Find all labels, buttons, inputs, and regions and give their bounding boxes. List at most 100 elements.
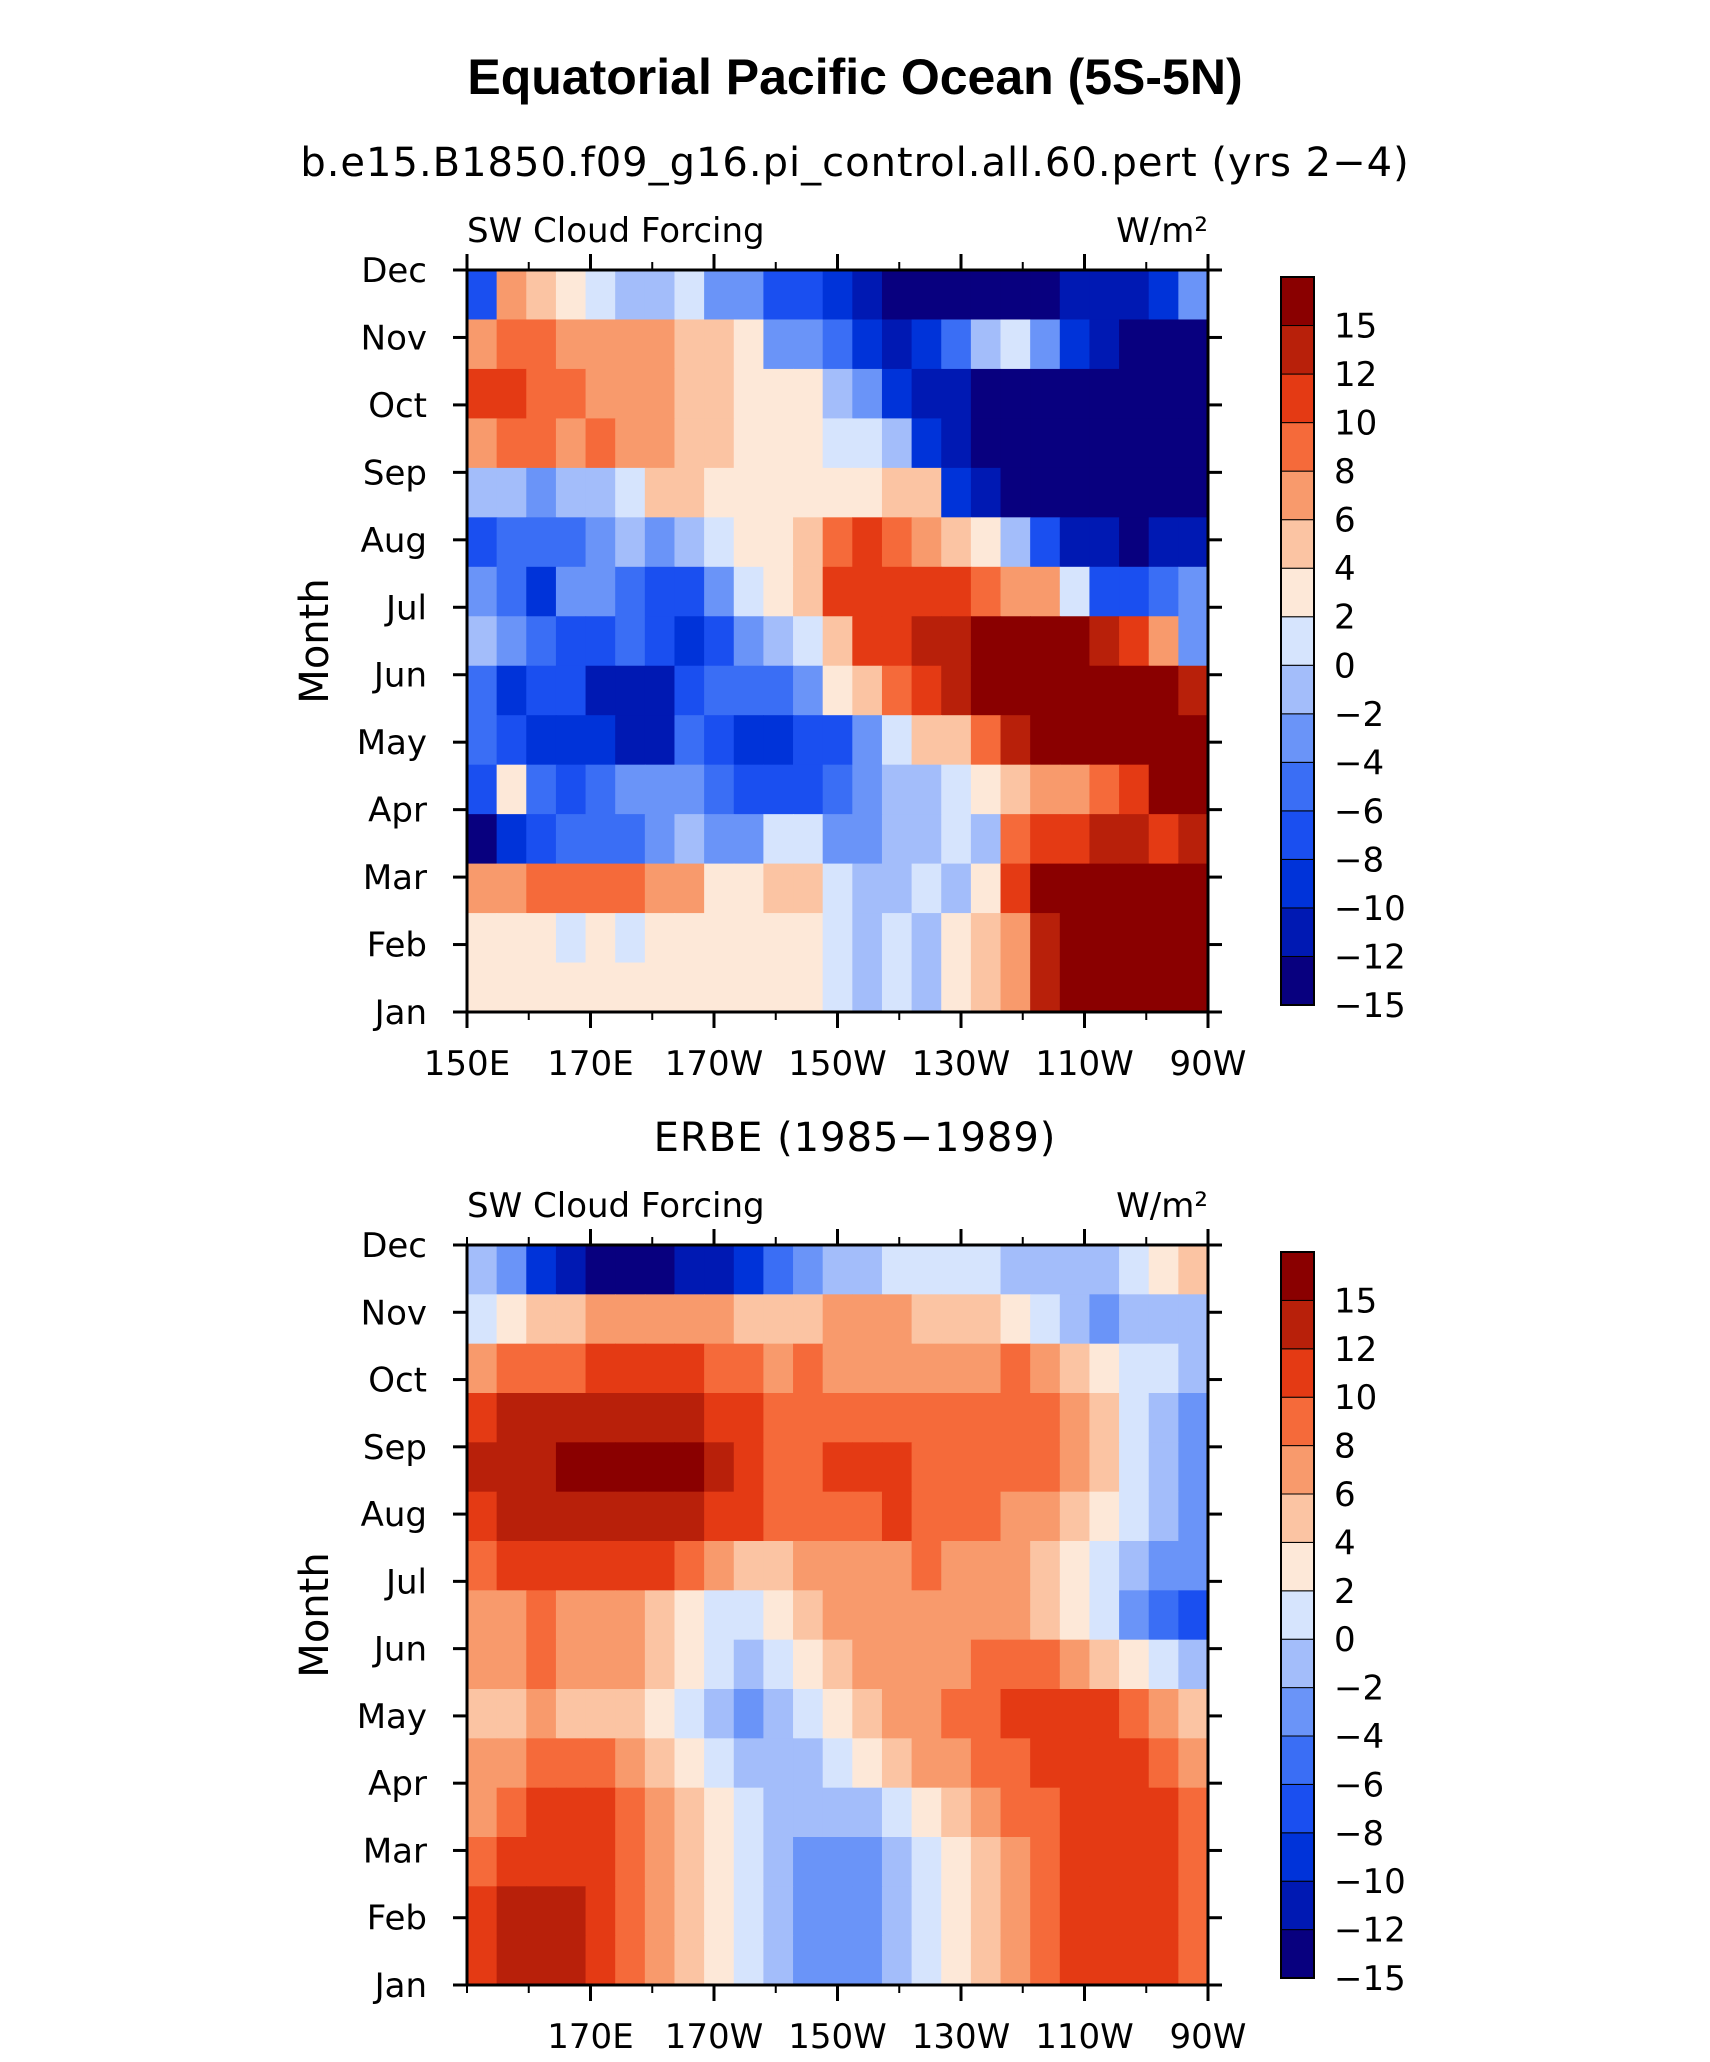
heatmap-cell bbox=[1178, 1639, 1209, 1690]
heatmap-cell bbox=[911, 1294, 942, 1345]
heatmap-cell bbox=[496, 1245, 527, 1295]
heatmap-cell bbox=[1000, 814, 1031, 865]
heatmap-cell bbox=[467, 814, 498, 865]
heatmap-cell bbox=[763, 566, 794, 617]
heatmap-cell bbox=[881, 418, 913, 469]
heatmap-cell bbox=[1089, 368, 1120, 419]
heatmap-cell bbox=[526, 1491, 557, 1542]
heatmap-cell bbox=[1119, 1837, 1150, 1887]
heatmap-cell bbox=[822, 368, 853, 419]
heatmap-cell bbox=[852, 1738, 883, 1789]
heatmap-cell bbox=[674, 764, 705, 815]
heatmap-cell bbox=[852, 814, 883, 865]
heatmap-cell bbox=[941, 467, 972, 518]
heatmap-cell bbox=[970, 1837, 1002, 1887]
x-tick-label: 90W bbox=[1170, 1044, 1247, 1084]
colorbar-label: 0 bbox=[1334, 646, 1356, 686]
heatmap-cell bbox=[526, 1343, 557, 1394]
heatmap-cell bbox=[793, 1837, 824, 1887]
heatmap-cell bbox=[704, 517, 735, 568]
heatmap-cell bbox=[970, 1541, 1002, 1591]
heatmap-cell bbox=[852, 1787, 883, 1838]
colorbar-box bbox=[1280, 567, 1315, 618]
heatmap-cell bbox=[941, 1639, 972, 1690]
heatmap-cell bbox=[793, 1935, 824, 1986]
colorbar-label: 2 bbox=[1334, 598, 1356, 638]
heatmap-cell bbox=[1000, 517, 1031, 568]
heatmap-cell bbox=[911, 1935, 942, 1986]
heatmap-cell bbox=[615, 1491, 646, 1542]
heatmap-cell bbox=[970, 1343, 1002, 1394]
heatmap-cell bbox=[941, 1738, 972, 1789]
heatmap-cell bbox=[644, 1837, 676, 1887]
heatmap-cell bbox=[881, 319, 913, 370]
heatmap-cell bbox=[852, 418, 883, 469]
heatmap-cell bbox=[1148, 517, 1179, 568]
heatmap-cell bbox=[822, 1245, 853, 1295]
heatmap-cell bbox=[704, 1343, 735, 1394]
x-tick-label: 170W bbox=[665, 2017, 764, 2057]
colorbar-label: −6 bbox=[1334, 1765, 1384, 1805]
heatmap-cell bbox=[526, 1639, 557, 1690]
heatmap-cell bbox=[585, 814, 616, 865]
heatmap-cell bbox=[467, 1393, 498, 1443]
heatmap-cell bbox=[585, 665, 616, 716]
heatmap-cell bbox=[1119, 1935, 1150, 1986]
heatmap-cell bbox=[704, 1935, 735, 1986]
x-tick-label: 130W bbox=[912, 1044, 1011, 1084]
heatmap-cell bbox=[1119, 1886, 1150, 1937]
heatmap-cell bbox=[467, 665, 498, 716]
heatmap-cell bbox=[763, 962, 794, 1013]
heatmap-cell bbox=[733, 566, 764, 617]
y-tick-label: Sep bbox=[363, 1428, 427, 1468]
heatmap-cell bbox=[496, 319, 527, 370]
heatmap-cell bbox=[615, 665, 646, 716]
heatmap-cell bbox=[1089, 616, 1120, 667]
heatmap-cell bbox=[1000, 863, 1031, 914]
heatmap-cell bbox=[496, 1590, 527, 1641]
heatmap-cell bbox=[704, 616, 735, 667]
heatmap-cell bbox=[704, 1689, 735, 1739]
heatmap-cell bbox=[1030, 1343, 1061, 1394]
colorbar-box bbox=[1280, 1929, 1315, 1979]
heatmap-cell bbox=[704, 1541, 735, 1591]
heatmap-cell bbox=[496, 467, 527, 518]
heatmap-cell bbox=[1089, 517, 1120, 568]
heatmap-cell bbox=[496, 962, 527, 1013]
heatmap-cell bbox=[1030, 1738, 1061, 1789]
heatmap-cell bbox=[585, 962, 616, 1013]
heatmap-cell bbox=[526, 1541, 557, 1591]
heatmap-cell bbox=[1148, 1738, 1179, 1789]
heatmap-cell bbox=[822, 715, 853, 766]
y-tick-label: Oct bbox=[368, 1361, 427, 1401]
heatmap-cell bbox=[852, 616, 883, 667]
heatmap-cell bbox=[852, 1886, 883, 1937]
heatmap-cell bbox=[496, 1491, 527, 1542]
heatmap-cell bbox=[1119, 1491, 1150, 1542]
heatmap-cell bbox=[1089, 913, 1120, 964]
heatmap-cell bbox=[526, 1245, 557, 1295]
heatmap-cell bbox=[1000, 1491, 1031, 1542]
heatmap-cell bbox=[822, 616, 853, 667]
heatmap-cell bbox=[822, 814, 853, 865]
heatmap-cell bbox=[793, 418, 824, 469]
heatmap-cell bbox=[1059, 1590, 1091, 1641]
heatmap-cell bbox=[1000, 1590, 1031, 1641]
heatmap-cell bbox=[852, 863, 883, 914]
heatmap-cell bbox=[467, 1590, 498, 1641]
heatmap-cell bbox=[1059, 1689, 1091, 1739]
heatmap-cell bbox=[555, 319, 587, 370]
heatmap-cell bbox=[644, 319, 676, 370]
heatmap-cell bbox=[526, 665, 557, 716]
heatmap-cell bbox=[555, 368, 587, 419]
heatmap-cell bbox=[881, 863, 913, 914]
heatmap-cell bbox=[970, 418, 1002, 469]
heatmap-cell bbox=[1059, 665, 1091, 716]
heatmap-cell bbox=[615, 1590, 646, 1641]
heatmap-cell bbox=[1059, 368, 1091, 419]
heatmap-cell bbox=[1119, 517, 1150, 568]
colorbar-label: 12 bbox=[1334, 1330, 1377, 1370]
heatmap-cell bbox=[852, 319, 883, 370]
heatmap-cell bbox=[585, 319, 616, 370]
heatmap-cell bbox=[793, 715, 824, 766]
